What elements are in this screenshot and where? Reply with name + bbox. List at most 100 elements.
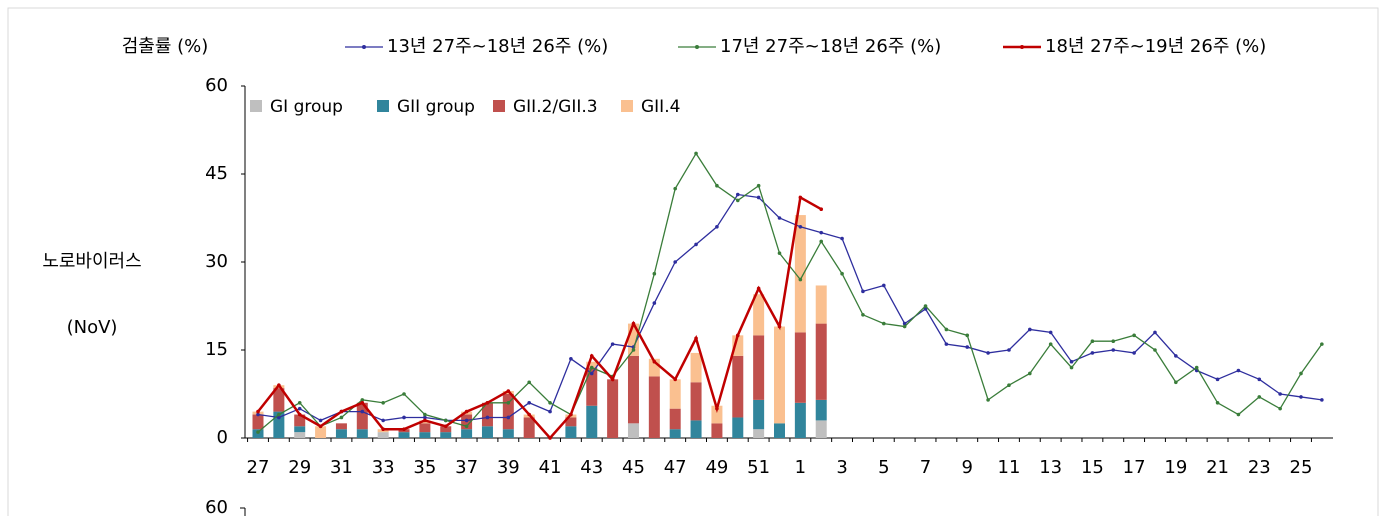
bar xyxy=(273,411,285,438)
point xyxy=(715,183,719,188)
bar xyxy=(294,432,306,438)
point xyxy=(1132,351,1136,355)
point xyxy=(443,418,448,423)
bar xyxy=(711,423,723,438)
point xyxy=(631,348,636,352)
point xyxy=(777,251,782,255)
point xyxy=(1236,412,1241,417)
point xyxy=(1007,383,1011,388)
x-tick-label: 33 xyxy=(372,457,395,478)
bar xyxy=(565,417,577,427)
point xyxy=(256,412,260,417)
legend-swatch xyxy=(377,100,389,112)
point xyxy=(360,398,365,402)
y-label-top: 검출률 (%) xyxy=(122,36,209,57)
bar xyxy=(815,420,827,438)
x-tick-label: 5 xyxy=(878,457,889,478)
point xyxy=(735,333,740,338)
bar xyxy=(690,420,702,438)
point xyxy=(944,327,949,332)
bar xyxy=(294,414,306,427)
point xyxy=(277,415,281,420)
point xyxy=(694,336,698,341)
point xyxy=(819,230,824,235)
point xyxy=(318,418,323,423)
x-tick-label: 41 xyxy=(539,457,562,478)
point xyxy=(756,183,761,188)
point xyxy=(527,380,531,385)
bar xyxy=(669,429,681,438)
point xyxy=(798,195,803,200)
point xyxy=(673,377,677,382)
bar xyxy=(753,294,765,336)
x-tick-label: 43 xyxy=(580,457,603,478)
point xyxy=(1174,380,1178,385)
legend-swatch xyxy=(493,100,505,112)
bar xyxy=(711,405,723,424)
point xyxy=(652,271,657,276)
y-tick-label: 60 xyxy=(205,497,228,516)
point xyxy=(1320,398,1324,402)
bar xyxy=(461,429,473,438)
bar xyxy=(690,382,702,421)
bar xyxy=(690,352,702,383)
point xyxy=(923,304,928,308)
bar xyxy=(273,388,285,412)
point xyxy=(756,195,761,200)
x-tick-label: 17 xyxy=(1123,457,1146,478)
point xyxy=(1153,330,1157,335)
bar xyxy=(648,358,660,377)
point xyxy=(965,345,970,349)
point xyxy=(402,427,406,432)
point xyxy=(569,357,573,361)
legend-label: 17년 27주~18년 26주 (%) xyxy=(720,36,941,57)
point xyxy=(1132,333,1136,338)
point xyxy=(1111,348,1116,352)
point xyxy=(819,207,824,211)
point xyxy=(297,412,302,417)
point xyxy=(256,430,260,434)
x-tick-label: 3 xyxy=(836,457,847,478)
point xyxy=(652,301,657,305)
x-tick-label: 47 xyxy=(664,457,687,478)
point xyxy=(882,321,886,326)
point xyxy=(735,198,740,203)
point xyxy=(610,377,615,382)
y-label: 노로바이러스 xyxy=(42,251,141,272)
point xyxy=(1028,371,1032,376)
legend-swatch xyxy=(250,100,262,112)
legend-marker xyxy=(695,45,699,49)
x-tick-label: 1 xyxy=(795,457,806,478)
bar xyxy=(565,426,577,438)
bar xyxy=(294,426,306,433)
x-tick-label: 39 xyxy=(497,457,520,478)
point xyxy=(485,415,490,420)
bar xyxy=(753,429,765,438)
point xyxy=(861,289,865,294)
bar xyxy=(669,379,681,409)
point xyxy=(1320,342,1324,346)
y-tick-label: 30 xyxy=(205,251,228,272)
point xyxy=(423,415,427,420)
x-tick-label: 11 xyxy=(998,457,1021,478)
bar xyxy=(774,423,785,438)
bar xyxy=(586,367,598,406)
point xyxy=(256,409,260,414)
bar xyxy=(523,417,535,438)
point xyxy=(277,383,281,388)
point xyxy=(1090,351,1095,355)
bar xyxy=(732,417,744,438)
point xyxy=(944,342,949,346)
point xyxy=(402,415,406,420)
bar xyxy=(356,429,368,438)
legend-label: 18년 27주~19년 26주 (%) xyxy=(1045,36,1266,57)
point xyxy=(1215,401,1220,405)
point xyxy=(339,415,344,420)
point xyxy=(527,412,531,417)
point xyxy=(861,313,865,317)
point xyxy=(965,333,970,338)
bar xyxy=(586,405,598,438)
point xyxy=(569,412,573,417)
bar xyxy=(794,215,806,333)
point xyxy=(506,401,511,405)
